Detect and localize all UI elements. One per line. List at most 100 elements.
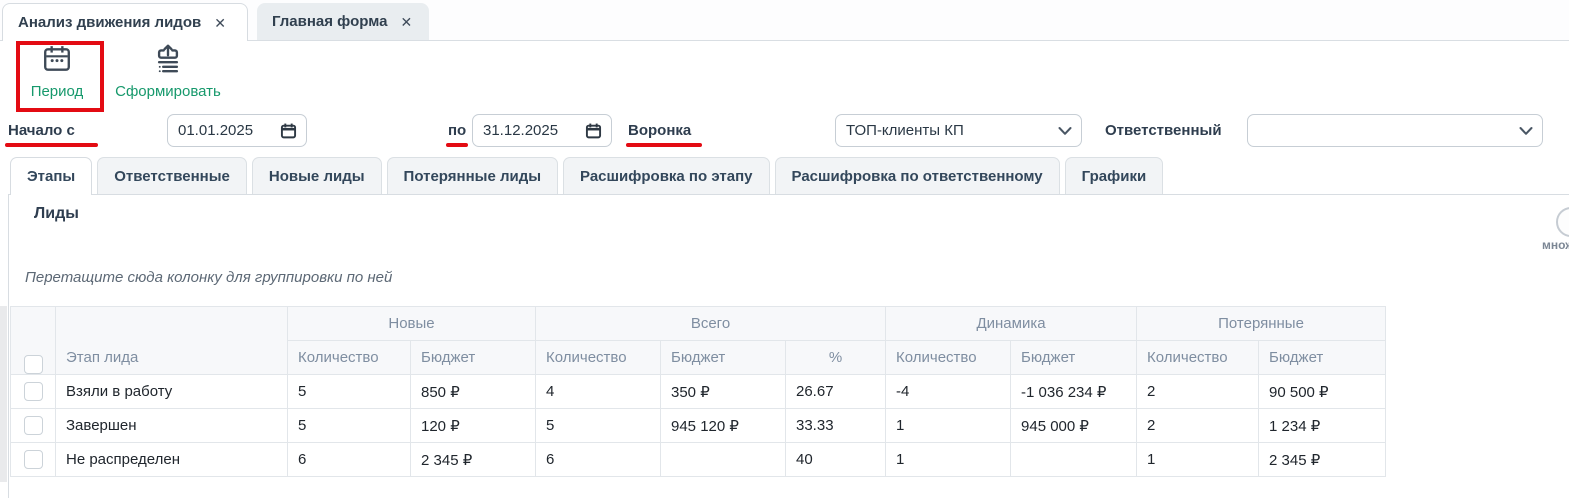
chevron-down-icon [1519, 126, 1533, 135]
start-date-label: Начало с [8, 122, 75, 139]
tab-label: Потерянные лиды [403, 167, 542, 185]
tab-strip-divider [0, 40, 1569, 41]
cell: 5 [535, 408, 661, 443]
tab-charts[interactable]: Графики [1064, 157, 1164, 194]
cell: 26.67 [784, 374, 887, 409]
cell: 2 [1136, 374, 1260, 409]
cell: 350 ₽ [660, 374, 786, 409]
cell: 945 000 ₽ [1010, 408, 1138, 443]
column-header[interactable]: Количество [535, 340, 661, 375]
cell: 5 [287, 408, 411, 443]
cell: 945 120 ₽ [660, 408, 786, 443]
column-group-new: Новые [287, 306, 536, 341]
stage-cell: Не распределен [55, 442, 288, 477]
cell: 120 ₽ [410, 408, 536, 443]
close-icon[interactable]: ✕ [400, 13, 413, 30]
tab-lost-leads[interactable]: Потерянные лиды [386, 157, 559, 194]
row-checkbox[interactable] [23, 416, 43, 435]
cell: -4 [885, 374, 1012, 409]
cell: 4 [535, 374, 661, 409]
left-gutter [0, 306, 7, 482]
report-export-icon [153, 44, 183, 79]
tab-detail-by-responsible[interactable]: Расшифровка по ответственному [774, 157, 1060, 194]
responsible-select[interactable] [1247, 114, 1543, 147]
cell: -1 036 234 ₽ [1010, 374, 1138, 409]
table-row[interactable]: Взяли в работу 5 850 ₽ 4 350 ₽ 26.67 -4 … [10, 374, 1387, 409]
group-header-row: Этап лида Новые Всего Динамика Потерянны… [10, 306, 1387, 375]
start-date-input[interactable]: 01.01.2025 [167, 114, 307, 147]
generate-button[interactable]: Сформировать [112, 44, 224, 100]
cell: 2 345 ₽ [1258, 442, 1387, 477]
column-header[interactable]: Количество [287, 340, 411, 375]
tab-new-leads[interactable]: Новые лиды [251, 157, 382, 194]
end-date-input[interactable]: 31.12.2025 [472, 114, 612, 147]
cell: 6 [535, 442, 661, 477]
stage-cell: Взяли в работу [55, 374, 288, 409]
annotation-underline-funnel [626, 143, 702, 147]
period-button[interactable]: Период [20, 44, 94, 100]
cell [660, 442, 786, 477]
chevron-down-icon [1058, 126, 1072, 135]
close-icon[interactable]: ✕ [214, 14, 226, 31]
group-drop-hint: Перетащите сюда колонку для группировки … [25, 269, 393, 286]
tab-detail-by-stage[interactable]: Расшифровка по этапу [563, 157, 770, 194]
annotation-underline-to [446, 143, 468, 147]
column-header[interactable]: Бюджет [1010, 340, 1138, 375]
tab-label: Этапы [27, 168, 76, 185]
column-group-dynamics: Динамика [885, 306, 1138, 341]
cell: 1 [885, 442, 1012, 477]
tab-label: Расшифровка по ответственному [791, 167, 1043, 185]
column-header[interactable]: Бюджет [410, 340, 536, 375]
column-header[interactable]: Бюджет [1258, 340, 1387, 375]
cell: 1 234 ₽ [1258, 408, 1387, 443]
tab-stages[interactable]: Этапы [10, 157, 93, 195]
panel-left-border [8, 194, 9, 498]
row-checkbox[interactable] [23, 382, 43, 401]
column-group-total: Всего [534, 306, 887, 341]
funnel-label: Воронка [628, 122, 692, 139]
calendar-icon [42, 44, 72, 79]
select-all-checkbox[interactable] [23, 355, 43, 374]
responsible-label: Ответственный [1105, 122, 1222, 139]
multi-select-toggle[interactable] [1556, 207, 1569, 237]
sub-header-row: Количество Бюджет Количество Бюджет % Ко… [11, 340, 1387, 375]
period-button-label: Период [30, 83, 84, 100]
column-header[interactable]: Количество [885, 340, 1012, 375]
cell: 33.33 [784, 408, 887, 443]
cell: 6 [287, 442, 411, 477]
window-tab-label: Главная форма [272, 13, 388, 30]
tab-label: Графики [1081, 167, 1147, 185]
annotation-underline-start [5, 143, 98, 147]
leads-table: Этап лида Новые Всего Динамика Потерянны… [10, 306, 1387, 477]
table-row[interactable]: Не распределен 6 2 345 ₽ 6 40 1 1 2 345 … [10, 442, 1387, 477]
tab-label: Расшифровка по этапу [580, 167, 753, 185]
start-date-value: 01.01.2025 [178, 122, 254, 139]
table-row[interactable]: Завершен 5 120 ₽ 5 945 120 ₽ 33.33 1 945… [10, 408, 1387, 443]
column-group-lost: Потерянные [1136, 306, 1387, 341]
end-date-value: 31.12.2025 [483, 122, 559, 139]
cell: 850 ₽ [410, 374, 536, 409]
column-header[interactable]: % [784, 340, 887, 375]
cell: 1 [885, 408, 1012, 443]
generate-button-label: Сформировать [115, 83, 221, 100]
window-tab-main-form[interactable]: Главная форма ✕ [257, 3, 429, 40]
column-header[interactable]: Бюджет [660, 340, 786, 375]
funnel-select[interactable]: ТОП-клиенты КП [835, 114, 1082, 147]
row-checkbox[interactable] [23, 450, 43, 469]
funnel-value: ТОП-клиенты КП [846, 122, 964, 139]
tab-label: Ответственные [114, 167, 230, 185]
end-date-label: по [448, 122, 467, 139]
calendar-icon[interactable] [585, 122, 602, 139]
window-tab-strip: Анализ движения лидов ✕ Главная форма ✕ [0, 0, 1569, 41]
cell: 1 [1136, 442, 1260, 477]
window-tab-lead-analysis[interactable]: Анализ движения лидов ✕ [2, 3, 248, 41]
tab-responsibles[interactable]: Ответственные [97, 157, 247, 194]
select-all-cell [10, 306, 56, 375]
section-title: Лиды [34, 205, 79, 222]
calendar-icon[interactable] [280, 122, 297, 139]
column-header-stage[interactable]: Этап лида [55, 306, 288, 375]
column-header[interactable]: Количество [1136, 340, 1260, 375]
cell: 90 500 ₽ [1258, 374, 1387, 409]
cell [1010, 442, 1138, 477]
cell: 2 [1136, 408, 1260, 443]
